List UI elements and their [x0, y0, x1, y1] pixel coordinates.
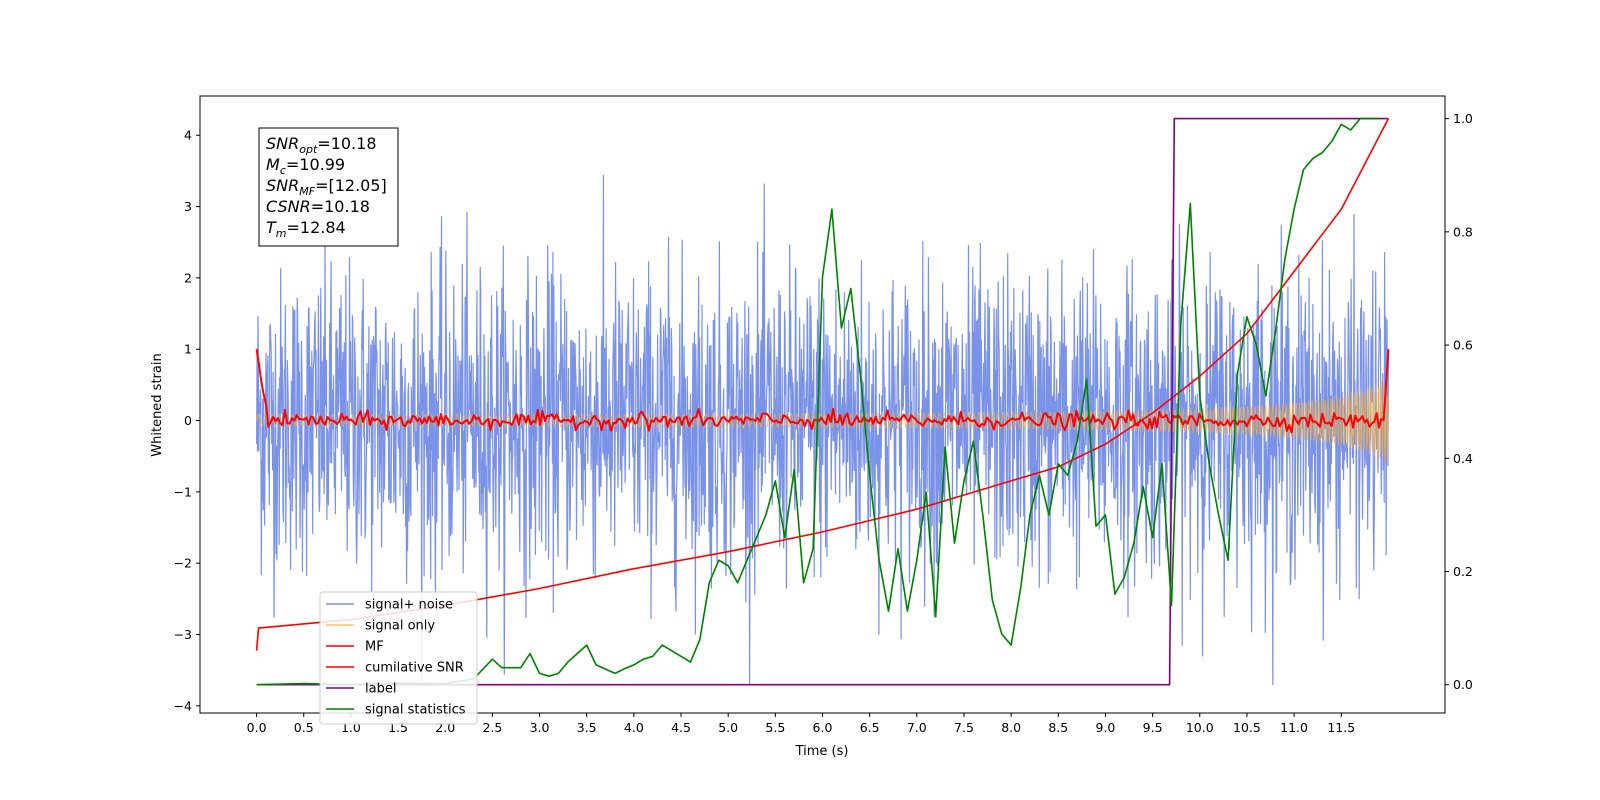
y-tick-label: 2: [184, 270, 192, 285]
annotation-line: SNRopt=10.18: [266, 134, 377, 156]
series-mf: [255, 349, 1390, 434]
x-tick-label: 11.5: [1327, 720, 1355, 735]
x-tick-label: 10.0: [1186, 720, 1214, 735]
annotation-frame: [258, 127, 399, 247]
y-axis-label: Whitened strain: [150, 353, 165, 456]
x-tick-label: 11.0: [1280, 720, 1308, 735]
x-tick-label: 8.0: [1001, 720, 1021, 735]
x-tick-label: 5.5: [765, 720, 785, 735]
annotation-line: Mc=10.99: [266, 155, 345, 177]
legend-label: signal only: [365, 619, 435, 634]
x-tick-label: 7.0: [907, 720, 927, 735]
annotation-subscript: opt: [299, 143, 318, 156]
x-tick-label: 2.5: [482, 720, 502, 735]
x-axis-label: Time (s): [795, 744, 849, 759]
annotation-value: =10.18: [311, 197, 370, 216]
x-tick-label: 3.0: [530, 720, 550, 735]
x-tick-label: 0.5: [294, 720, 314, 735]
legend-frame: [319, 591, 478, 725]
annotation-symbol: CSNR: [266, 197, 311, 216]
annotation-symbol: T: [266, 218, 277, 237]
x-tick-label: 6.0: [813, 720, 833, 735]
x-tick-label: 4.0: [624, 720, 644, 735]
legend: signal+ noise signal only MF cumilative SNR…: [319, 591, 478, 725]
y-tick-label: 1: [184, 342, 192, 357]
y-tick-label: 4: [184, 128, 192, 143]
legend-label: MF: [365, 640, 384, 655]
annotation-value: =[12.05]: [315, 176, 387, 195]
legend-label: cumilative SNR: [365, 661, 464, 676]
y-tick-label: 3: [184, 199, 192, 214]
x-tick-label: 7.5: [954, 720, 974, 735]
x-tick-label: 9.5: [1143, 720, 1163, 735]
annotation-value: =10.99: [286, 155, 345, 174]
x-tick-label: 5.0: [718, 720, 738, 735]
y2-tick-label: 0.6: [1453, 338, 1473, 353]
x-tick-label: 3.5: [577, 720, 597, 735]
y-tick-label: −4: [174, 698, 192, 713]
annotation-value: =12.84: [287, 218, 346, 237]
annotation-symbol: SNR: [266, 176, 299, 195]
annotation-line: CSNR=10.18: [266, 197, 370, 216]
annotation-line: Tm=12.84: [266, 218, 346, 240]
x-tick-label: 10.5: [1233, 720, 1261, 735]
y-tick-label: 0: [184, 413, 192, 428]
legend-label: label: [365, 682, 396, 697]
legend-label: signal statistics: [365, 703, 466, 718]
x-tick-label: 4.5: [671, 720, 691, 735]
x-tick-label: 6.5: [860, 720, 880, 735]
series-layer: [255, 117, 1390, 686]
y-axis-right: 0.0 0.2 0.4 0.6 0.8 1.0: [1445, 111, 1473, 692]
y-tick-label: −2: [174, 556, 192, 571]
annotation-box: SNRopt=10.18Mc=10.99SNRMF=[12.05]CSNR=10…: [258, 127, 399, 247]
y2-tick-label: 0.0: [1453, 677, 1473, 692]
series-label: [256, 117, 1389, 686]
annotation-symbol: M: [266, 155, 280, 174]
annotation-line: SNRMF=[12.05]: [266, 176, 387, 198]
y-axis-left: −4 −3 −2 −1 0 1 2 3 4: [174, 128, 200, 713]
annotation-value: =10.18: [317, 134, 376, 153]
x-tick-label: 8.5: [1048, 720, 1068, 735]
y2-tick-label: 0.8: [1453, 224, 1473, 239]
y2-tick-label: 0.2: [1453, 564, 1473, 579]
y2-tick-label: 0.4: [1453, 451, 1473, 466]
y-tick-label: −1: [174, 484, 192, 499]
annotation-subscript: c: [280, 164, 286, 177]
series-signal-statistics: [256, 117, 1379, 686]
y-tick-label: −3: [174, 627, 192, 642]
y2-tick-label: 1.0: [1453, 111, 1473, 126]
annotation-symbol: SNR: [266, 134, 299, 153]
legend-label: signal+ noise: [365, 598, 453, 613]
x-tick-label: 0.0: [247, 720, 267, 735]
x-tick-label: 9.0: [1096, 720, 1116, 735]
annotation-subscript: MF: [299, 185, 315, 198]
annotation-subscript: m: [276, 227, 287, 240]
